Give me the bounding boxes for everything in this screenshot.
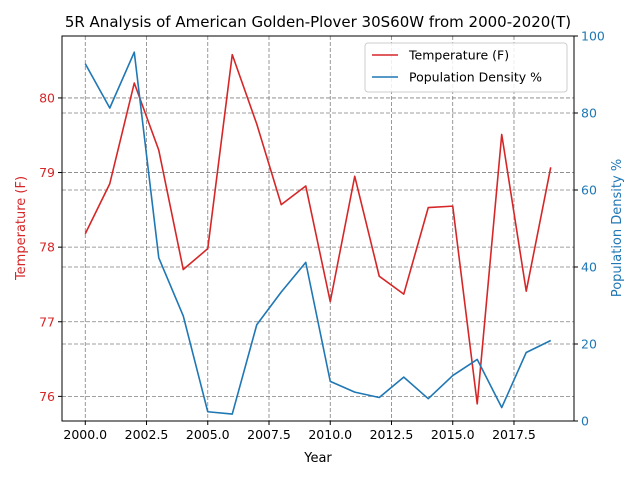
x-tick-label: 2017.5 [492,427,536,442]
right-y-axis: 0 20 40 60 80 100 [574,29,605,429]
x-axis: 2000.0 2002.5 2005.0 2007.5 2010.0 2012.5 2015… [63,421,536,442]
right-y-tick-label: 40 [581,260,597,275]
left-y-tick-label: 79 [39,165,55,180]
left-y-tick-label: 76 [39,389,55,404]
legend: Temperature (F) Population Density % [364,42,568,93]
series-lines [84,51,552,415]
x-tick-label: 2005.0 [186,427,230,442]
x-tick-label: 2002.5 [125,427,169,442]
x-tick-label: 2010.0 [308,427,352,442]
legend-label-temperature: Temperature (F) [408,48,509,63]
chart-title: 5R Analysis of American Golden-Plover 30… [65,13,571,31]
x-tick-label: 2000.0 [63,427,107,442]
left-y-tick-label: 78 [39,240,55,255]
right-y-tick-label: 80 [581,106,597,121]
left-y-tick-label: 77 [39,314,55,329]
left-y-axis-title: Temperature (F) [14,176,29,281]
right-y-tick-label: 0 [581,414,589,429]
x-tick-label: 2012.5 [370,427,414,442]
right-y-tick-label: 100 [581,29,605,44]
legend-box [364,42,568,93]
temperature-line [84,53,552,405]
population-density-line [84,51,552,415]
right-y-axis-title: Population Density % [610,159,625,297]
right-y-tick-label: 60 [581,183,597,198]
x-axis-title: Year [303,451,332,466]
plot-frame [61,35,575,422]
x-tick-label: 2015.0 [431,427,475,442]
right-y-tick-label: 20 [581,337,597,352]
gridlines [62,36,574,421]
x-tick-label: 2007.5 [247,427,291,442]
legend-label-population-density: Population Density % [409,70,542,85]
left-y-axis: 76 77 78 79 80 [39,90,62,404]
left-y-tick-label: 80 [39,90,55,105]
